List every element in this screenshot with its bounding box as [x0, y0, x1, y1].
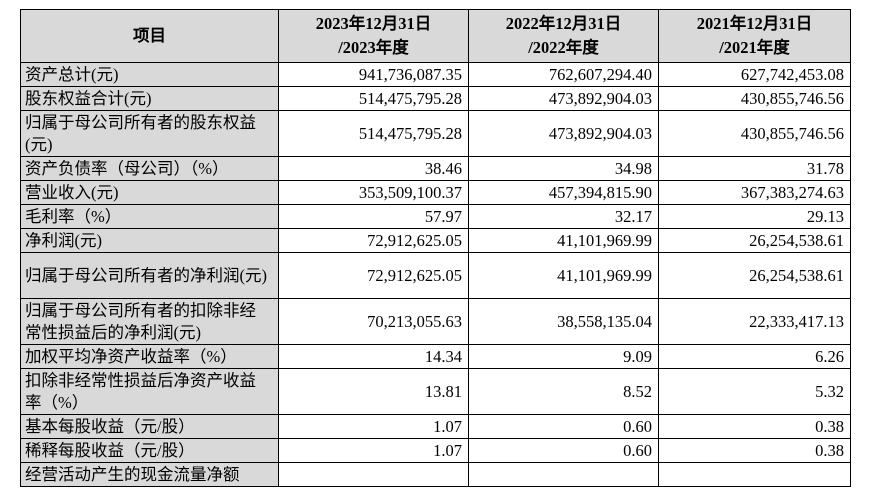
value-2021: 0.38 — [658, 438, 851, 463]
value-2022 — [468, 462, 659, 487]
value-2022: 0.60 — [468, 438, 659, 463]
value-2022: 41,101,969.99 — [468, 228, 659, 253]
table-row: 加权平均净资产收益率（%） 14.34 9.09 6.26 — [20, 344, 851, 369]
value-2022: 32.17 — [468, 204, 659, 229]
value-2021: 26,254,538.61 — [658, 252, 851, 299]
row-label: 营业收入(元) — [20, 180, 279, 205]
value-2022: 8.52 — [468, 368, 659, 415]
value-2023: 1.07 — [278, 438, 469, 463]
value-2023: 1.07 — [278, 414, 469, 439]
value-2023: 353,509,100.37 — [278, 180, 469, 205]
row-label: 资产负债率（母公司）（%） — [20, 156, 279, 181]
table-row: 资产负债率（母公司）（%） 38.46 34.98 31.78 — [20, 156, 851, 181]
value-2023 — [278, 462, 469, 487]
header-2023: 2023年12月31日 /2023年度 — [278, 9, 469, 63]
financial-table-container: 项目 2023年12月31日 /2023年度 2022年12月31日 /2022… — [20, 9, 851, 487]
row-label: 净利润(元) — [20, 228, 279, 253]
value-2022: 473,892,904.03 — [468, 86, 659, 111]
header-item: 项目 — [20, 9, 279, 63]
value-2023: 72,912,625.05 — [278, 228, 469, 253]
row-label: 基本每股收益（元/股） — [20, 414, 279, 439]
value-2023: 13.81 — [278, 368, 469, 415]
value-2022: 473,892,904.03 — [468, 110, 659, 157]
value-2021: 31.78 — [658, 156, 851, 181]
value-2021: 22,333,417.13 — [658, 298, 851, 345]
value-2023: 38.46 — [278, 156, 469, 181]
header-2021-year: /2021年度 — [719, 38, 790, 57]
value-2021: 29.13 — [658, 204, 851, 229]
table-row: 基本每股收益（元/股） 1.07 0.60 0.38 — [20, 414, 851, 439]
value-2021: 26,254,538.61 — [658, 228, 851, 253]
value-2023: 72,912,625.05 — [278, 252, 469, 299]
value-2022: 457,394,815.90 — [468, 180, 659, 205]
table-row: 毛利率（%） 57.97 32.17 29.13 — [20, 204, 851, 229]
value-2022: 41,101,969.99 — [468, 252, 659, 299]
value-2022: 9.09 — [468, 344, 659, 369]
row-label: 毛利率（%） — [20, 204, 279, 229]
value-2022: 0.60 — [468, 414, 659, 439]
value-2021: 5.32 — [658, 368, 851, 415]
value-2023: 57.97 — [278, 204, 469, 229]
value-2023: 14.34 — [278, 344, 469, 369]
table-row: 稀释每股收益（元/股） 1.07 0.60 0.38 — [20, 438, 851, 463]
value-2023: 514,475,795.28 — [278, 110, 469, 157]
row-label: 归属于母公司所有者的扣除非经常性损益后的净利润(元) — [20, 298, 279, 345]
value-2023: 514,475,795.28 — [278, 86, 469, 111]
value-2021: 430,855,746.56 — [658, 86, 851, 111]
table-row: 归属于母公司所有者的股东权益(元) 514,475,795.28 473,892… — [20, 110, 851, 157]
row-label: 稀释每股收益（元/股） — [20, 438, 279, 463]
value-2023: 70,213,055.63 — [278, 298, 469, 345]
row-label: 经营活动产生的现金流量净额 — [20, 462, 279, 487]
value-2023: 941,736,087.35 — [278, 62, 469, 87]
table-row: 经营活动产生的现金流量净额 — [20, 462, 851, 487]
row-label: 资产总计(元) — [20, 62, 279, 87]
table-row: 资产总计(元) 941,736,087.35 762,607,294.40 62… — [20, 62, 851, 87]
value-2021: 6.26 — [658, 344, 851, 369]
value-2021: 0.38 — [658, 414, 851, 439]
row-label: 扣除非经常性损益后净资产收益率（%） — [20, 368, 279, 415]
table-row: 股东权益合计(元) 514,475,795.28 473,892,904.03 … — [20, 86, 851, 111]
header-row: 项目 2023年12月31日 /2023年度 2022年12月31日 /2022… — [20, 9, 851, 63]
table-row: 归属于母公司所有者的净利润(元) 72,912,625.05 41,101,96… — [20, 252, 851, 299]
table-row: 营业收入(元) 353,509,100.37 457,394,815.90 36… — [20, 180, 851, 205]
value-2022: 34.98 — [468, 156, 659, 181]
row-label: 股东权益合计(元) — [20, 86, 279, 111]
value-2021: 430,855,746.56 — [658, 110, 851, 157]
header-2022: 2022年12月31日 /2022年度 — [468, 9, 659, 63]
header-2022-year: /2022年度 — [528, 38, 599, 57]
row-label: 加权平均净资产收益率（%） — [20, 344, 279, 369]
value-2022: 38,558,135.04 — [468, 298, 659, 345]
value-2022: 762,607,294.40 — [468, 62, 659, 87]
row-label: 归属于母公司所有者的股东权益(元) — [20, 110, 279, 157]
financial-summary-table: 项目 2023年12月31日 /2023年度 2022年12月31日 /2022… — [20, 9, 851, 487]
table-row: 扣除非经常性损益后净资产收益率（%） 13.81 8.52 5.32 — [20, 368, 851, 415]
value-2021: 627,742,453.08 — [658, 62, 851, 87]
header-2022-date: 2022年12月31日 — [505, 14, 622, 33]
header-2023-date: 2023年12月31日 — [315, 14, 432, 33]
row-label: 归属于母公司所有者的净利润(元) — [20, 252, 279, 299]
value-2021 — [658, 462, 851, 487]
table-row: 净利润(元) 72,912,625.05 41,101,969.99 26,25… — [20, 228, 851, 253]
table-row: 归属于母公司所有者的扣除非经常性损益后的净利润(元) 70,213,055.63… — [20, 298, 851, 345]
value-2021: 367,383,274.63 — [658, 180, 851, 205]
header-2021: 2021年12月31日 /2021年度 — [658, 9, 851, 63]
header-2021-date: 2021年12月31日 — [696, 14, 813, 33]
header-2023-year: /2023年度 — [338, 38, 409, 57]
